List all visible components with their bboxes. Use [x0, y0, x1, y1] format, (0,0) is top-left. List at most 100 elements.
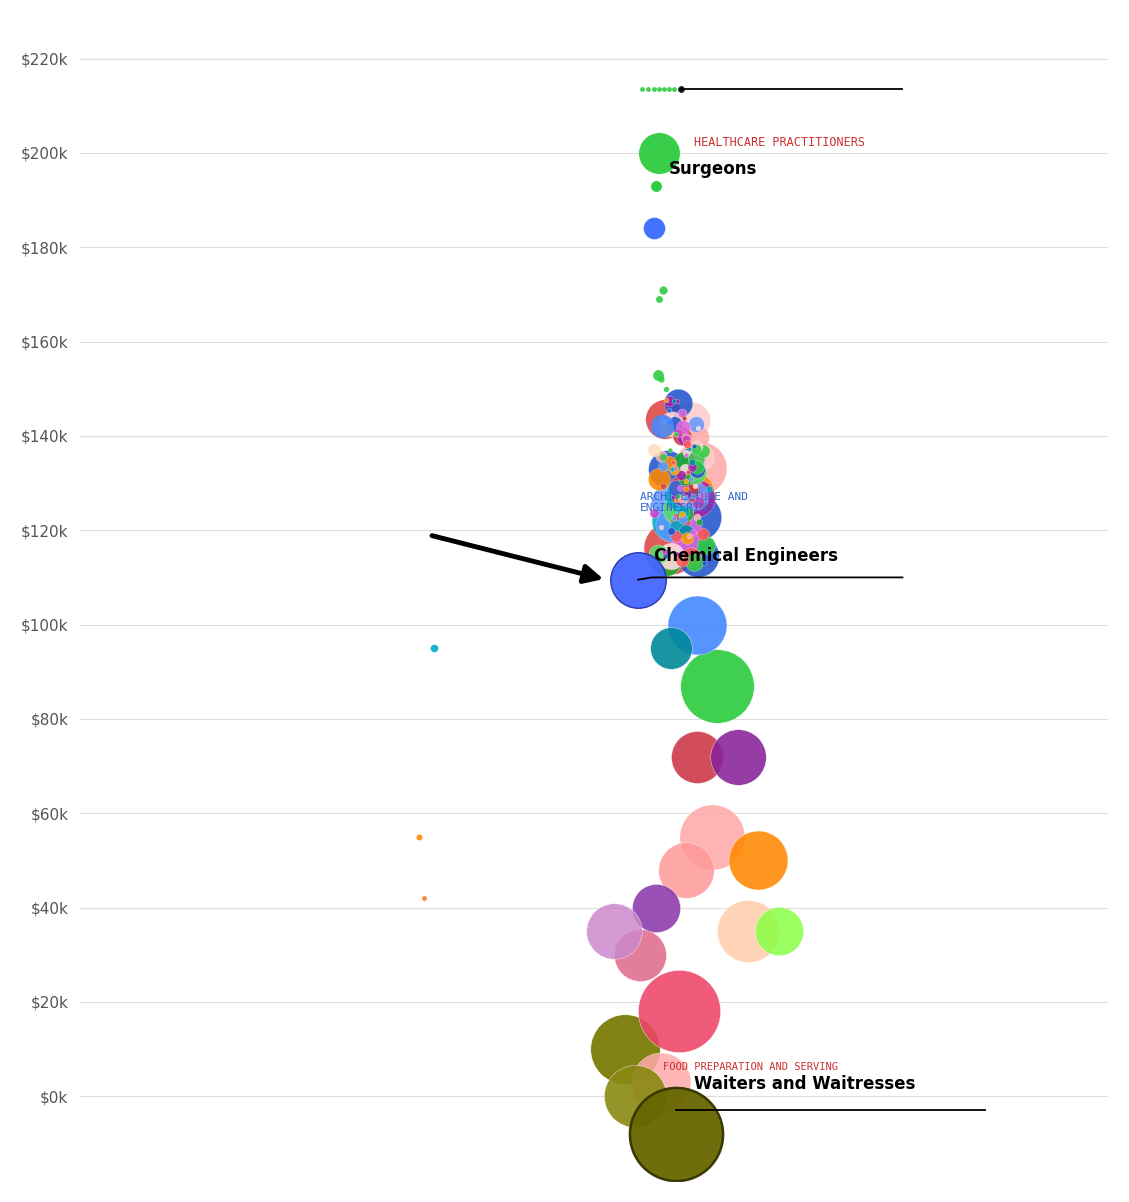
Point [691, 458, 709, 477]
Point [649, 469, 667, 488]
Point [659, 407, 677, 427]
Point [656, 547, 674, 566]
Point [682, 484, 700, 504]
Point [685, 436, 703, 456]
Point [693, 441, 711, 460]
Point [663, 415, 681, 434]
Point [683, 489, 701, 508]
Point [654, 476, 672, 495]
Point [669, 487, 688, 506]
Point [633, 79, 651, 99]
Point [677, 434, 695, 453]
Point [662, 522, 680, 541]
Point [415, 888, 434, 908]
Point [671, 512, 689, 531]
Point [700, 480, 718, 499]
Point [657, 419, 675, 439]
Point [663, 546, 681, 565]
Point [663, 459, 681, 478]
Point [671, 475, 689, 494]
Text: Chemical Engineers: Chemical Engineers [654, 547, 838, 565]
Point [629, 570, 647, 589]
Point [615, 1040, 633, 1059]
Point [677, 528, 695, 547]
Point [665, 458, 683, 477]
Point [677, 471, 695, 490]
Point [667, 1124, 685, 1143]
Point [665, 79, 683, 99]
Point [668, 392, 686, 411]
Point [665, 415, 683, 434]
Point [674, 417, 692, 436]
Point [666, 478, 684, 498]
Point [645, 79, 663, 99]
Point [674, 510, 692, 529]
Point [682, 547, 700, 566]
Point [654, 447, 672, 466]
Point [688, 460, 706, 480]
Point [686, 413, 704, 433]
Point [688, 458, 706, 477]
Point [675, 469, 693, 488]
Point [664, 512, 682, 531]
Point [657, 379, 675, 398]
Point [660, 453, 679, 472]
Point [686, 477, 704, 496]
Point [648, 365, 666, 385]
Point [690, 547, 708, 566]
Point [672, 547, 690, 566]
Point [656, 542, 674, 561]
Point [665, 460, 683, 480]
Point [647, 898, 665, 917]
Point [685, 463, 703, 482]
Point [660, 440, 679, 459]
Point [660, 392, 679, 411]
Point [677, 480, 695, 499]
Point [410, 827, 428, 846]
Point [689, 418, 707, 438]
Point [674, 502, 692, 522]
Point [684, 523, 702, 542]
Point [688, 507, 706, 526]
Point [677, 480, 695, 499]
Point [662, 405, 680, 424]
Point [677, 522, 695, 541]
Point [671, 478, 689, 498]
Text: FOOD PREPARATION AND SERVING: FOOD PREPARATION AND SERVING [663, 1063, 838, 1072]
Point [671, 1001, 689, 1020]
Point [685, 487, 703, 506]
Point [668, 499, 686, 518]
Point [694, 553, 712, 572]
Point [676, 488, 694, 507]
Point [669, 393, 688, 412]
Point [694, 486, 712, 505]
Point [654, 280, 672, 299]
Point [649, 143, 667, 162]
Point [426, 638, 444, 657]
Point [683, 457, 701, 476]
Point [694, 524, 712, 543]
Point [707, 548, 725, 567]
Point [688, 746, 706, 766]
Point [625, 1087, 644, 1106]
Point [680, 526, 698, 546]
Text: HEALTHCARE PRACTITIONERS: HEALTHCARE PRACTITIONERS [693, 136, 865, 149]
Point [649, 290, 667, 309]
Point [671, 487, 689, 506]
Point [688, 615, 706, 635]
Point [651, 370, 669, 389]
Point [673, 427, 691, 446]
Point [663, 516, 681, 535]
Point [674, 453, 692, 472]
Point [683, 410, 701, 429]
Point [654, 457, 672, 476]
Point [651, 518, 669, 537]
Text: Waiters and Waitresses: Waiters and Waitresses [693, 1076, 914, 1093]
Point [672, 486, 690, 505]
Point [708, 677, 726, 696]
Point [689, 436, 707, 456]
Point [667, 526, 685, 546]
Point [750, 851, 768, 870]
Point [653, 417, 671, 436]
Point [690, 512, 708, 531]
